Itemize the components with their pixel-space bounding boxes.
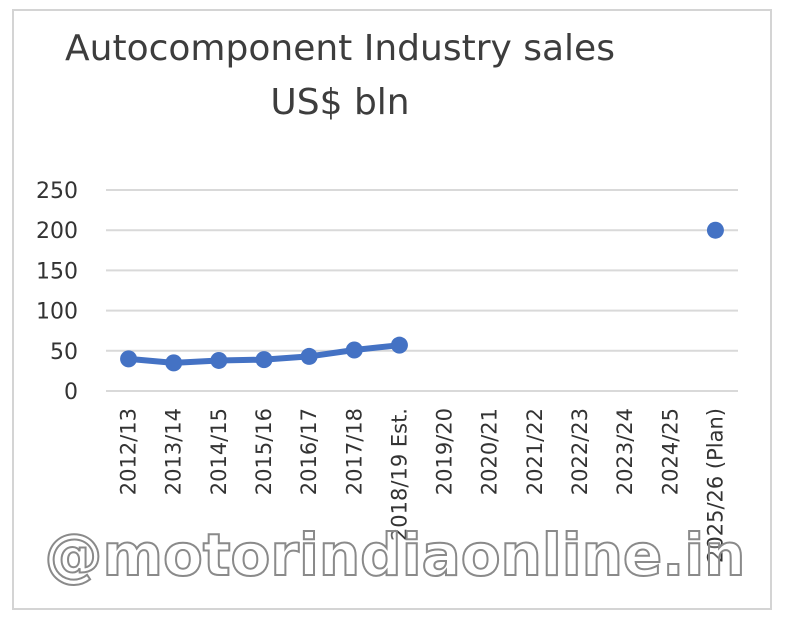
data-point — [345, 341, 363, 359]
x-tick-label: 2017/18 — [342, 408, 366, 495]
x-tick-label: 2014/15 — [207, 408, 231, 495]
x-tick-label: 2018/19 Est. — [387, 408, 411, 541]
x-tick-label: 2023/24 — [613, 408, 637, 495]
chart-title-line-2: US$ bln — [270, 82, 409, 123]
x-tick-label: 2021/22 — [523, 408, 547, 495]
x-tick-label: 2012/13 — [117, 408, 141, 495]
y-tick-label: 50 — [50, 340, 78, 365]
x-tick-label: 2024/25 — [658, 408, 682, 495]
y-tick-label: 100 — [36, 300, 78, 325]
series-line — [120, 221, 724, 372]
y-tick-label: 200 — [36, 219, 78, 244]
x-axis-ticks: 2012/13 2013/14 2014/15 2015/16 2016/17 2017/… — [117, 408, 728, 563]
data-point — [210, 351, 228, 369]
x-tick-label: 2020/21 — [478, 408, 502, 495]
y-tick-label: 250 — [36, 179, 78, 204]
x-tick-label: 2016/17 — [297, 408, 321, 495]
chart-frame — [12, 9, 772, 610]
y-tick-label: 150 — [36, 259, 78, 284]
data-point — [300, 347, 318, 365]
data-point — [390, 336, 408, 354]
watermark: @motorindiaonline.in — [45, 521, 746, 589]
y-axis-ticks: 0 50 100 150 200 250 — [36, 179, 78, 405]
x-tick-label: 2025/26 (Plan) — [703, 408, 727, 563]
x-tick-label: 2015/16 — [252, 408, 276, 495]
y-tick-label: 0 — [64, 380, 78, 405]
data-point — [255, 351, 273, 369]
x-tick-label: 2019/20 — [433, 408, 457, 495]
gridlines — [106, 189, 738, 392]
chart-title-line-1: Autocomponent Industry sales — [65, 28, 615, 69]
data-point — [165, 354, 183, 372]
x-tick-label: 2013/14 — [162, 408, 186, 495]
x-tick-label: 2022/23 — [568, 408, 592, 495]
data-point — [706, 221, 724, 239]
data-point — [120, 350, 138, 368]
